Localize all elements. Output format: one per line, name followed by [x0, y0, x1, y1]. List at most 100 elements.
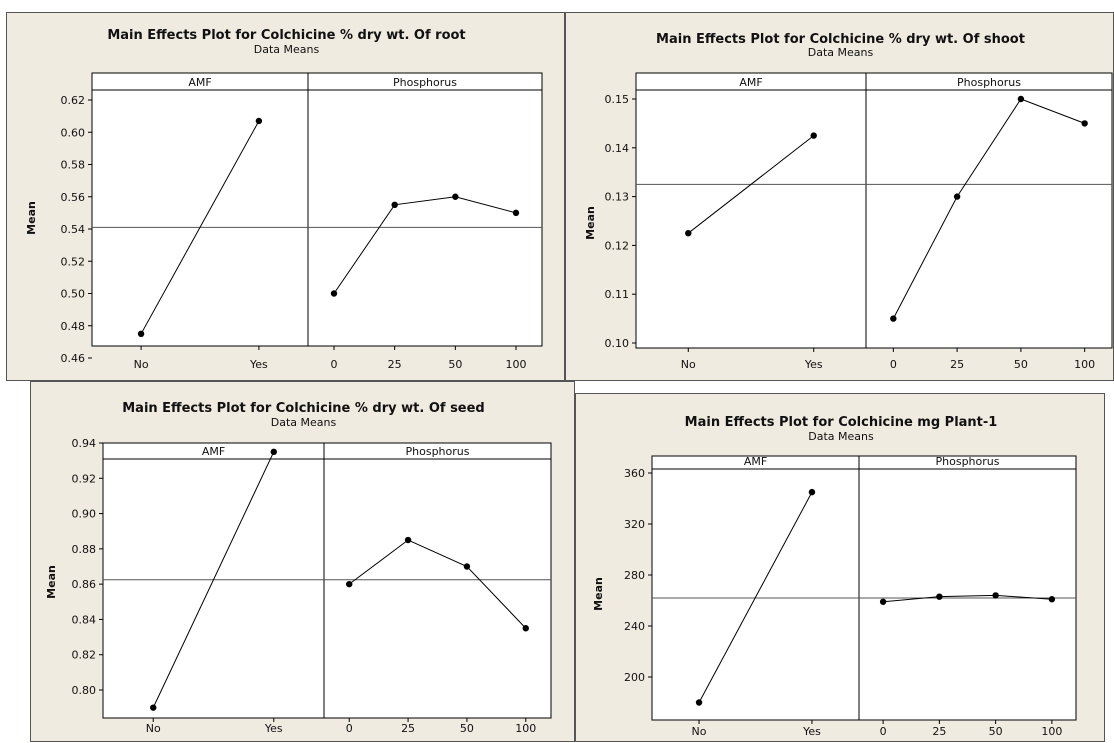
plot-area: [91, 72, 543, 347]
y-tick-label: 360: [624, 467, 645, 480]
x-tick-label: 100: [515, 722, 536, 735]
x-tick-label: 50: [448, 358, 462, 371]
x-tick-label: 25: [388, 358, 402, 371]
chart-panel-plant: Main Effects Plot for Colchicine mg Plan…: [575, 393, 1105, 742]
data-point: [1048, 596, 1056, 603]
x-tick-label: 100: [1074, 358, 1095, 371]
main-effects-plot: Main Effects Plot for Colchicine % dry w…: [584, 32, 1113, 371]
y-axis-label: Mean: [25, 201, 38, 235]
y-tick-label: 0.48: [61, 320, 86, 333]
x-tick-label: 25: [401, 722, 415, 735]
y-tick-label: 0.14: [605, 142, 630, 155]
x-tick-label: 0: [890, 358, 897, 371]
data-point: [879, 598, 887, 605]
y-tick-label: 0.60: [61, 126, 86, 139]
y-tick-label: 0.52: [61, 255, 86, 268]
data-point: [992, 592, 999, 599]
data-point: [512, 209, 520, 217]
factor-strip-label: Phosphorus: [393, 76, 457, 89]
chart-panel-seed: Main Effects Plot for Colchicine % dry w…: [30, 381, 575, 742]
x-tick-label: 0: [331, 358, 338, 371]
factor-strip-label: AMF: [744, 455, 767, 468]
chart-title: Main Effects Plot for Colchicine % dry w…: [656, 32, 1025, 47]
chart-subtitle: Data Means: [808, 430, 874, 443]
y-tick-label: 0.46: [61, 352, 86, 365]
series-line: [333, 196, 517, 294]
chart-subtitle: Data Means: [808, 46, 874, 59]
y-tick-label: 200: [624, 671, 645, 684]
y-tick-label: 0.92: [72, 472, 97, 485]
factor-strip-label: AMF: [188, 76, 211, 89]
plot-area: [635, 72, 1113, 349]
y-tick-label: 0.54: [61, 223, 86, 236]
x-tick-label: 100: [1041, 725, 1062, 738]
y-tick-label: 0.62: [61, 94, 86, 107]
y-tick-label: 0.80: [72, 684, 97, 697]
series-line: [140, 120, 260, 335]
y-tick-label: 0.11: [605, 288, 630, 301]
y-tick-label: 0.13: [605, 191, 630, 204]
data-point: [1081, 120, 1088, 127]
factor-strip-label: AMF: [739, 76, 762, 89]
y-axis-label: Mean: [592, 577, 605, 611]
y-tick-label: 0.94: [72, 437, 97, 450]
data-point: [346, 580, 353, 588]
y-tick-label: 0.50: [61, 288, 86, 301]
x-tick-label: No: [692, 725, 707, 738]
data-point: [808, 488, 816, 496]
x-tick-label: 50: [989, 725, 1003, 738]
y-tick-label: 0.15: [605, 93, 630, 106]
chart-panel-shoot: Main Effects Plot for Colchicine % dry w…: [565, 12, 1114, 381]
x-tick-label: No: [146, 722, 161, 735]
data-point: [695, 699, 703, 706]
factor-strip-label: Phosphorus: [957, 76, 1021, 89]
data-point: [270, 448, 277, 456]
y-tick-label: 0.12: [605, 239, 630, 252]
x-tick-label: No: [134, 358, 149, 371]
series-line: [698, 491, 813, 703]
data-point: [391, 201, 398, 209]
main-effects-plot: Main Effects Plot for Colchicine % dry w…: [45, 401, 552, 735]
chart-title: Main Effects Plot for Colchicine % dry w…: [107, 28, 465, 43]
x-tick-label: Yes: [802, 725, 821, 738]
y-tick-label: 0.56: [61, 191, 86, 204]
x-tick-label: 0: [880, 725, 887, 738]
x-tick-label: 50: [460, 722, 474, 735]
data-point: [463, 563, 471, 570]
x-tick-label: No: [681, 358, 696, 371]
y-axis-label: Mean: [584, 206, 597, 240]
y-tick-label: 0.58: [61, 159, 86, 172]
data-point: [810, 132, 817, 139]
data-point: [150, 704, 157, 711]
data-point: [953, 193, 961, 200]
series-line: [883, 594, 1052, 603]
y-tick-label: 0.88: [72, 543, 97, 556]
factor-strip-label: AMF: [202, 445, 225, 458]
x-tick-label: 25: [950, 358, 964, 371]
series-line: [152, 451, 275, 708]
y-tick-label: 0.86: [72, 578, 97, 591]
data-point: [685, 230, 692, 237]
x-tick-label: Yes: [249, 358, 268, 371]
data-point: [522, 625, 529, 632]
data-point: [1017, 95, 1025, 103]
y-tick-label: 0.84: [72, 613, 97, 626]
chart-panel-root: Main Effects Plot for Colchicine % dry w…: [6, 12, 565, 381]
chart-title: Main Effects Plot for Colchicine mg Plan…: [685, 415, 998, 430]
series-line: [348, 539, 527, 629]
main-effects-plot: Main Effects Plot for Colchicine % dry w…: [25, 28, 543, 371]
data-point: [890, 315, 897, 322]
y-tick-label: 0.82: [72, 649, 97, 662]
x-tick-label: Yes: [264, 722, 283, 735]
y-tick-label: 240: [624, 620, 645, 633]
chart-title: Main Effects Plot for Colchicine % dry w…: [122, 401, 485, 416]
data-point: [452, 193, 459, 200]
x-tick-label: 100: [506, 358, 527, 371]
x-tick-label: Yes: [804, 358, 823, 371]
y-tick-label: 0.90: [72, 508, 97, 521]
y-tick-label: 280: [624, 569, 645, 582]
factor-strip-label: Phosphorus: [406, 445, 470, 458]
factor-strip-label: Phosphorus: [936, 455, 1000, 468]
data-point: [936, 593, 943, 600]
series-line: [892, 98, 1085, 319]
